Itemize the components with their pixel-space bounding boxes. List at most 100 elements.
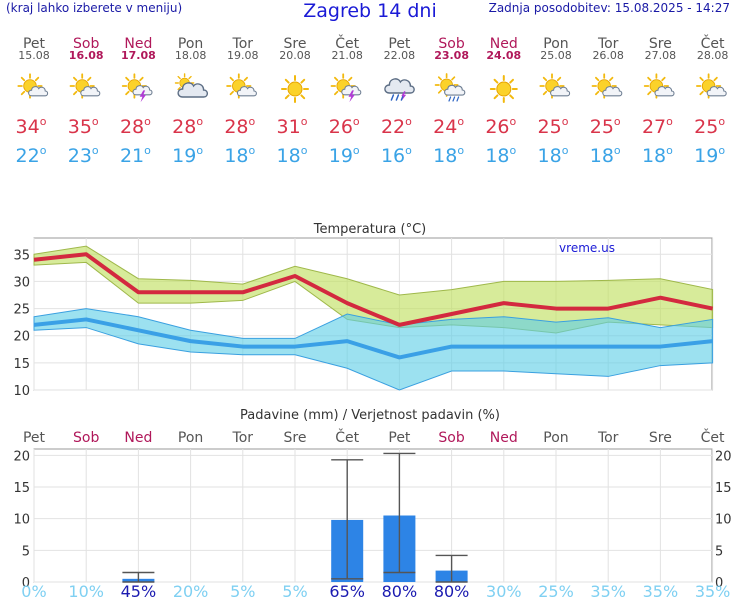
tmax-value: 25o xyxy=(590,115,621,138)
sun-cloud-icon xyxy=(539,73,571,99)
precip-probability: 25% xyxy=(538,582,574,600)
precip-probability: 5% xyxy=(282,582,307,600)
tmax-value: 35o xyxy=(68,115,99,138)
precip-tick-right: 10 xyxy=(715,513,732,528)
temp-tick-label: 10 xyxy=(13,384,30,399)
temperature-chart-title: Temperatura (°C) xyxy=(313,222,426,237)
tmin-value: 18o xyxy=(590,144,621,167)
tmin-value: 22o xyxy=(16,144,47,167)
tmin-value: 18o xyxy=(642,144,673,167)
sun-cloud-icon xyxy=(69,73,101,99)
day-name: Pon xyxy=(543,36,568,52)
sun-cloud-icon xyxy=(591,73,623,99)
day-date: 26.08 xyxy=(592,49,624,62)
sun-storm-icon xyxy=(330,73,362,103)
tmax-value: 28o xyxy=(224,115,255,138)
temp-tick-label: 20 xyxy=(13,330,30,345)
precip-tick-left: 20 xyxy=(13,449,30,464)
tmax-value: 31o xyxy=(277,115,308,138)
tmin-value: 18o xyxy=(538,144,569,167)
tmin-value: 18o xyxy=(485,144,516,167)
cloud-sun-icon xyxy=(174,73,209,98)
tmin-value: 19o xyxy=(172,144,203,167)
precip-tick-left: 5 xyxy=(22,544,30,559)
precip-day-label: Pet xyxy=(23,430,46,446)
precip-day-label: Sob xyxy=(73,430,99,446)
day-name: Pet xyxy=(388,36,411,52)
day-name: Sre xyxy=(284,36,307,52)
day-name: Čet xyxy=(701,34,725,52)
sun-icon xyxy=(281,75,309,103)
day-name: Tor xyxy=(597,36,619,52)
precip-day-label: Ned xyxy=(124,430,152,446)
day-date: 19.08 xyxy=(227,49,259,62)
temp-tick-label: 30 xyxy=(13,275,30,290)
day-date: 15.08 xyxy=(18,49,50,62)
tmin-value: 18o xyxy=(277,144,308,167)
precip-day-label: Pon xyxy=(543,430,568,446)
day-name: Tor xyxy=(232,36,254,52)
tmax-value: 28o xyxy=(120,115,151,138)
day-name: Sre xyxy=(649,36,672,52)
sun-cloud-icon xyxy=(643,73,675,99)
tmax-value: 26o xyxy=(329,115,360,138)
sun-cloud-icon xyxy=(695,73,727,99)
precip-tick-left: 10 xyxy=(13,513,30,528)
precip-probability: 35% xyxy=(643,582,679,600)
rain-storm-icon xyxy=(384,78,415,101)
tmax-value: 24o xyxy=(433,115,464,138)
precip-tick-right: 0 xyxy=(715,576,723,591)
precip-probability: 45% xyxy=(121,582,157,600)
precip-probability: 80% xyxy=(382,582,418,600)
tmax-value: 34o xyxy=(16,115,47,138)
day-date: 27.08 xyxy=(645,49,677,62)
precip-day-label: Sre xyxy=(284,430,307,446)
day-date: 21.08 xyxy=(331,49,363,62)
sun-cloud-icon xyxy=(226,73,257,99)
precip-probability: 35% xyxy=(695,582,731,600)
tmin-value: 16o xyxy=(381,144,412,167)
day-name: Sob xyxy=(438,36,464,52)
tmax-value: 28o xyxy=(172,115,203,138)
day-date: 25.08 xyxy=(540,49,572,62)
tmax-value: 22o xyxy=(381,115,412,138)
precip-tick-left: 15 xyxy=(13,481,30,496)
tmin-value: 18o xyxy=(433,144,464,167)
sun-cloud-icon xyxy=(17,73,49,99)
precip-day-label: Čet xyxy=(701,428,725,446)
tmin-value: 23o xyxy=(68,144,99,167)
precip-tick-right: 5 xyxy=(715,544,723,559)
menu-hint: (kraj lahko izberete v meniju) xyxy=(6,1,183,15)
precip-day-label: Pon xyxy=(178,430,203,446)
day-name: Čet xyxy=(335,34,359,52)
precip-day-label: Sob xyxy=(438,430,464,446)
sun-rain-icon xyxy=(434,73,466,102)
temp-tick-label: 15 xyxy=(13,357,30,372)
precip-probability: 10% xyxy=(68,582,104,600)
precip-probability: 80% xyxy=(434,582,470,600)
precip-tick-left: 0 xyxy=(22,576,30,591)
day-name: Ned xyxy=(124,36,152,52)
tmax-line xyxy=(33,252,714,327)
temp-tick-label: 35 xyxy=(13,248,30,263)
day-date: 28.08 xyxy=(697,49,729,62)
tmin-value: 21o xyxy=(120,144,151,167)
precip-day-label: Tor xyxy=(232,430,254,446)
precip-probability: 5% xyxy=(230,582,255,600)
precip-tick-right: 20 xyxy=(715,449,732,464)
day-date: 24.08 xyxy=(486,49,521,62)
precip-chart-title: Padavine (mm) / Verjetnost padavin (%) xyxy=(240,408,500,423)
tmin-value: 18o xyxy=(224,144,255,167)
tmin-line xyxy=(33,317,713,360)
tmin-value: 19o xyxy=(329,144,360,167)
precip-day-label: Pet xyxy=(388,430,411,446)
sun-storm-icon xyxy=(121,73,153,103)
precip-day-label: Ned xyxy=(490,430,518,446)
tmin-value: 19o xyxy=(694,144,725,167)
precip-day-label: Sre xyxy=(649,430,672,446)
day-date: 20.08 xyxy=(279,49,311,62)
tmax-value: 25o xyxy=(694,115,725,138)
precip-day-label: Tor xyxy=(597,430,619,446)
day-name: Ned xyxy=(490,36,518,52)
